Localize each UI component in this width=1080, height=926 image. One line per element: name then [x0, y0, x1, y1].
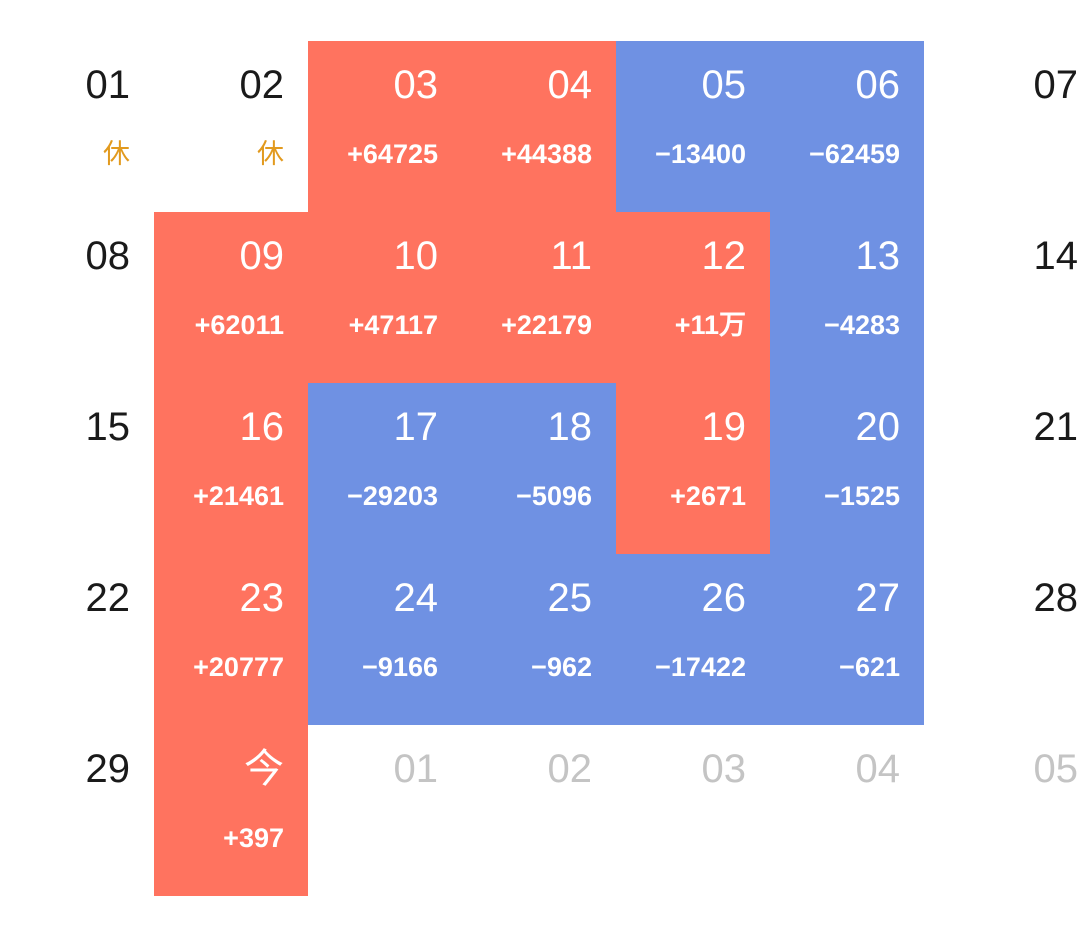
- day-value: −621: [839, 652, 900, 682]
- day-cell-w3-d4[interactable]: 26 −17422: [616, 554, 770, 725]
- day-number: 06: [855, 63, 901, 107]
- day-number: 09: [239, 234, 285, 278]
- day-number: 02: [239, 63, 285, 107]
- day-number: 21: [1033, 405, 1079, 449]
- day-number: 01: [393, 747, 439, 791]
- day-number: 25: [547, 576, 593, 620]
- day-cell-w0-d6[interactable]: 07: [924, 41, 1079, 212]
- day-value: 休: [257, 139, 284, 169]
- day-cell-w2-d1[interactable]: 16 +21461: [154, 383, 308, 554]
- day-cell-w3-d1[interactable]: 23 +20777: [154, 554, 308, 725]
- day-value: +22179: [501, 310, 592, 340]
- day-number: 26: [701, 576, 747, 620]
- day-cell-w2-d4[interactable]: 19 +2671: [616, 383, 770, 554]
- day-cell-w4-d3[interactable]: 02: [462, 725, 616, 896]
- day-number: 14: [1033, 234, 1079, 278]
- day-number: 16: [239, 405, 285, 449]
- day-cell-w3-d5[interactable]: 27 −621: [770, 554, 924, 725]
- day-cell-w2-d2[interactable]: 17 −29203: [308, 383, 462, 554]
- day-number: 15: [85, 405, 131, 449]
- day-cell-w1-d6[interactable]: 14: [924, 212, 1079, 383]
- day-cell-w0-d1[interactable]: 02 休: [154, 41, 308, 212]
- day-cell-w3-d2[interactable]: 24 −9166: [308, 554, 462, 725]
- day-cell-w4-d6[interactable]: 05: [924, 725, 1079, 896]
- day-cell-w1-d0[interactable]: 08: [0, 212, 154, 383]
- day-value: +47117: [348, 310, 438, 340]
- day-value: −1525: [824, 481, 900, 511]
- day-number: 24: [393, 576, 439, 620]
- day-number: 22: [85, 576, 131, 620]
- day-number: 07: [1033, 63, 1079, 107]
- day-number: 08: [85, 234, 131, 278]
- day-value: −4283: [824, 310, 900, 340]
- day-cell-w2-d3[interactable]: 18 −5096: [462, 383, 616, 554]
- day-value: −962: [531, 652, 592, 682]
- day-number: 28: [1033, 576, 1079, 620]
- day-number: 05: [1033, 747, 1079, 791]
- day-cell-w0-d5[interactable]: 06 −62459: [770, 41, 924, 212]
- day-number: 18: [547, 405, 593, 449]
- day-value: −62459: [809, 139, 900, 169]
- day-cell-w0-d4[interactable]: 05 −13400: [616, 41, 770, 212]
- day-value: −13400: [655, 139, 746, 169]
- day-number: 13: [855, 234, 901, 278]
- day-value: −17422: [655, 652, 746, 682]
- day-cell-w2-d0[interactable]: 15: [0, 383, 154, 554]
- day-value: +11万: [674, 310, 746, 340]
- day-value: +397: [223, 823, 284, 853]
- day-cell-w4-d0[interactable]: 29: [0, 725, 154, 896]
- day-number: 12: [701, 234, 747, 278]
- day-value: +44388: [501, 139, 592, 169]
- profit-calendar-grid: 01 休 02 休 03 +64725 04 +44388 05 −13400 06 −62…: [0, 41, 1078, 896]
- day-cell-w2-d6[interactable]: 21: [924, 383, 1079, 554]
- day-cell-w0-d3[interactable]: 04 +44388: [462, 41, 616, 212]
- day-cell-today[interactable]: 今 +397: [154, 725, 308, 896]
- day-number: 01: [85, 63, 131, 107]
- day-number: 05: [701, 63, 747, 107]
- day-cell-w4-d5[interactable]: 04: [770, 725, 924, 896]
- day-value: −29203: [347, 481, 438, 511]
- day-cell-w1-d3[interactable]: 11 +22179: [462, 212, 616, 383]
- day-cell-w3-d3[interactable]: 25 −962: [462, 554, 616, 725]
- day-number: 10: [393, 234, 439, 278]
- day-value: +21461: [193, 481, 284, 511]
- day-cell-w4-d2[interactable]: 01: [308, 725, 462, 896]
- day-cell-w0-d2[interactable]: 03 +64725: [308, 41, 462, 212]
- day-cell-w1-d4[interactable]: 12 +11万: [616, 212, 770, 383]
- day-number: 11: [550, 234, 592, 278]
- day-number: 23: [239, 576, 285, 620]
- day-cell-w1-d2[interactable]: 10 +47117: [308, 212, 462, 383]
- day-number: 19: [701, 405, 747, 449]
- day-number: 29: [85, 747, 131, 791]
- day-number: 27: [855, 576, 901, 620]
- day-cell-w3-d6[interactable]: 28: [924, 554, 1079, 725]
- day-value: +2671: [670, 481, 746, 511]
- day-number: 17: [393, 405, 439, 449]
- day-value: +64725: [347, 139, 438, 169]
- day-cell-w2-d5[interactable]: 20 −1525: [770, 383, 924, 554]
- day-number: 02: [547, 747, 593, 791]
- day-cell-w1-d1[interactable]: 09 +62011: [154, 212, 308, 383]
- day-value: −9166: [362, 652, 438, 682]
- day-value: +20777: [193, 652, 284, 682]
- day-value: −5096: [516, 481, 592, 511]
- day-cell-w3-d0[interactable]: 22: [0, 554, 154, 725]
- day-number: 04: [855, 747, 901, 791]
- day-cell-w0-d0[interactable]: 01 休: [0, 41, 154, 212]
- day-number: 03: [701, 747, 747, 791]
- day-number: 03: [393, 63, 439, 107]
- day-number: 04: [547, 63, 593, 107]
- day-cell-w1-d5[interactable]: 13 −4283: [770, 212, 924, 383]
- day-number: 20: [855, 405, 901, 449]
- day-number: 今: [244, 747, 284, 791]
- day-cell-w4-d4[interactable]: 03: [616, 725, 770, 896]
- day-value: +62011: [194, 310, 284, 340]
- day-value: 休: [103, 139, 130, 169]
